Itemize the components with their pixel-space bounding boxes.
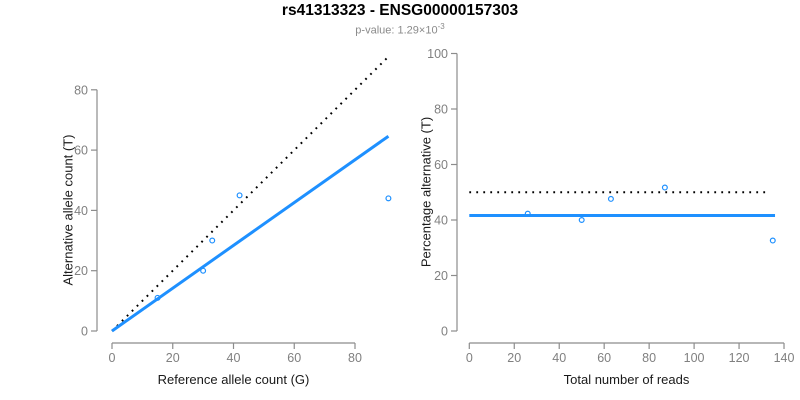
y-axis-tick-label: 20 <box>74 264 88 278</box>
data-point <box>661 184 668 191</box>
x-axis-tick-label: 100 <box>684 351 705 365</box>
x-axis-tick-label: 140 <box>774 351 795 365</box>
page-title: rs41313323 - ENSG00000157303 <box>281 2 519 19</box>
data-point <box>769 237 776 244</box>
data-point <box>209 237 216 244</box>
data-point <box>385 195 392 202</box>
data-point <box>607 195 614 202</box>
y-axis-tick-label: 100 <box>427 47 448 61</box>
fit-line <box>111 135 390 333</box>
data-point <box>200 267 207 274</box>
y-axis-tick-label: 60 <box>74 144 88 158</box>
pvalue-text: p-value: 1.29×10 <box>355 24 438 37</box>
right-plot-y-axis-title: Percentage alternative (T) <box>418 116 434 268</box>
x-axis-tick-label: 20 <box>166 351 180 365</box>
x-axis-tick-label: 60 <box>597 351 611 365</box>
y-axis-tick-label: 80 <box>74 83 88 97</box>
x-axis-tick-label: 120 <box>729 351 750 365</box>
y-axis-tick-label: 0 <box>441 325 448 339</box>
y-axis-tick-label: 40 <box>434 214 448 228</box>
x-axis-tick-label: 20 <box>507 351 521 365</box>
left-plot-y-axis-title: Alternative allele count (T) <box>60 134 76 286</box>
y-axis-tick-label: 80 <box>434 103 448 117</box>
x-axis-tick-label: 0 <box>466 351 473 365</box>
y-axis-tick-label: 0 <box>81 325 88 339</box>
allele-counts-plot: 0 20 40 60 80 0 20 40 60 80 <box>74 54 392 365</box>
x-axis-tick-label: 40 <box>227 351 241 365</box>
y-axis-tick-label: 40 <box>74 204 88 218</box>
right-plot-x-axis-title: Total number of reads <box>563 372 690 387</box>
data-point <box>578 217 585 224</box>
x-axis-tick-label: 60 <box>287 351 301 365</box>
percentage-alternative-plot: 0 20 40 60 80 100 120 140 0 20 40 60 80 100 <box>427 47 794 365</box>
left-plot-x-axis-title: Reference allele count (G) <box>157 372 310 387</box>
data-point <box>154 294 161 301</box>
x-axis-tick-label: 0 <box>109 351 116 365</box>
data-point <box>524 210 531 217</box>
x-axis-tick-label: 80 <box>642 351 656 365</box>
pvalue-subtitle: p-value: 1.29×10-3 <box>0 22 800 37</box>
x-axis-tick-label: 40 <box>552 351 566 365</box>
y-axis-tick-label: 20 <box>434 269 448 283</box>
data-point <box>236 192 243 199</box>
x-axis-tick-label: 80 <box>348 351 362 365</box>
identity-line <box>111 54 391 332</box>
pvalue-exponent: -3 <box>437 22 445 31</box>
y-axis-tick-label: 60 <box>434 158 448 172</box>
